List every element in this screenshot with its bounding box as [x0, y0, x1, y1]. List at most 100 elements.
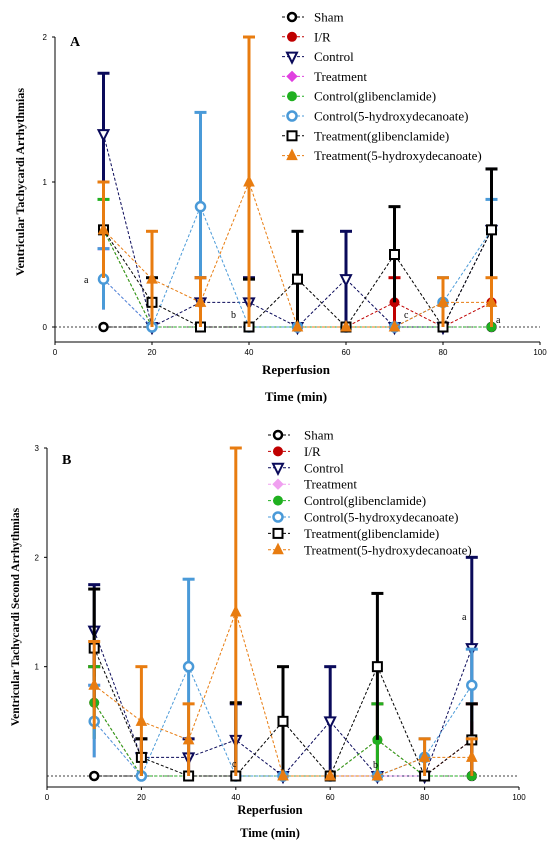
legend-item: Sham: [282, 10, 344, 25]
data-point: [97, 222, 110, 235]
data-point: [340, 319, 352, 332]
legend-label: Control(5-hydroxydecanoate): [314, 109, 469, 124]
y-tick-label: 1: [35, 663, 40, 672]
x-tick-label: 60: [342, 348, 351, 357]
annotation-letter: a: [462, 612, 467, 623]
data-point: [324, 768, 337, 781]
data-point: [146, 272, 158, 284]
x-tick-label: 100: [533, 348, 547, 357]
data-point: [135, 714, 148, 726]
data-point: [229, 604, 242, 617]
data-point: [277, 715, 289, 727]
legend: Sham I/R Control Treatment Control(glibencla…: [282, 10, 482, 163]
panel-label: B: [62, 453, 71, 468]
annotation-letter: c: [404, 310, 409, 321]
data-point: [96, 129, 111, 143]
legend-item: Treatment(glibenclamide): [282, 128, 449, 143]
data-point: [277, 768, 289, 781]
chart-panel-B: 0 20 40 60 80 100 1 2 3 B Ventricular Tachycardi S…: [10, 428, 526, 841]
legend-marker: [286, 148, 298, 161]
legend-marker: [272, 527, 284, 539]
legend-marker: [272, 429, 284, 441]
series-line: [93, 702, 472, 777]
y-tick-label: 3: [35, 444, 40, 453]
legend-item: Control(glibenclamide): [282, 89, 436, 104]
legend-marker: [286, 130, 298, 142]
legend-item: Treatment(5-hydroxydecanoate): [268, 542, 472, 557]
legend-label: I/R: [314, 29, 331, 44]
legend-item: Treatment: [282, 69, 367, 84]
legend-item: I/R: [282, 29, 331, 44]
data-point: [88, 770, 100, 782]
legend-item: Treatment(glibenclamide): [268, 526, 439, 541]
data-point: [182, 660, 195, 673]
data-point: [465, 750, 478, 762]
legend-item: Control(glibenclamide): [268, 493, 426, 508]
annotation-letter: b: [373, 760, 378, 771]
legend-item: Control(5-hydroxydecanoate): [268, 510, 459, 525]
legend-label: Treatment(glibenclamide): [304, 526, 439, 541]
x-tick-label: 0: [53, 348, 58, 357]
data-point: [292, 273, 303, 285]
data-point: [323, 716, 337, 730]
data-point: [243, 174, 255, 187]
legend-label: Control(glibenclamide): [304, 493, 426, 508]
legend-label: Treatment(glibenclamide): [314, 128, 449, 143]
data-point: [371, 661, 383, 673]
legend-label: Treatment: [314, 69, 367, 84]
annotation-letter: a: [496, 315, 501, 326]
legend-label: Sham: [304, 428, 334, 443]
y-tick-label: 2: [43, 33, 48, 42]
data-point: [291, 319, 304, 332]
series-treatment-glibenclamide: [88, 587, 478, 782]
x-axis-title: Reperfusion: [262, 362, 331, 377]
legend-marker: [273, 446, 283, 457]
legend-label: Sham: [314, 10, 344, 25]
x-tick-label: 60: [326, 793, 335, 802]
data-point: [389, 249, 400, 260]
y-tick-label: 0: [43, 323, 48, 332]
annotation-letter: b: [231, 310, 236, 321]
y-tick-label: 2: [35, 553, 40, 562]
y-axis-title: Ventricular Tachycardi Second Arrhythmia…: [10, 507, 22, 726]
legend-label: Treatment(5-hydroxydecanoate): [304, 542, 472, 557]
x-axis-subtitle: Time (min): [240, 826, 300, 840]
legend-label: Control: [304, 460, 344, 475]
data-point: [194, 200, 207, 213]
legend-marker: [286, 11, 298, 23]
x-axis-subtitle: Time (min): [265, 389, 327, 404]
legend-label: Control(glibenclamide): [314, 89, 436, 104]
legend-marker: [286, 110, 298, 122]
legend-marker: [287, 31, 297, 42]
data-point: [485, 295, 498, 307]
series-treatment-5-hydroxydecanoate: [97, 35, 498, 332]
legend-marker: [287, 91, 297, 102]
legend-item: Control(5-hydroxydecanoate): [282, 109, 469, 124]
annotation-letter: a: [84, 275, 89, 286]
y-axis-title: Ventricular Tachycardi Arrhythmias: [13, 88, 27, 276]
legend-item: I/R: [268, 444, 321, 459]
data-point: [194, 295, 207, 307]
series-treatment-5-hydroxydecanoate: [88, 446, 478, 781]
series-line: [93, 647, 473, 777]
x-tick-label: 100: [512, 793, 526, 802]
legend-item: Sham: [268, 428, 334, 443]
x-tick-label: 0: [45, 793, 50, 802]
chart-panel-A: 0 20 40 60 80 100 0 1 2 A Ventricular Tachycardi A…: [13, 10, 547, 405]
legend-label: Treatment(5-hydroxydecanoate): [314, 148, 482, 163]
legend-label: Control: [314, 49, 354, 64]
legend-marker: [273, 495, 283, 506]
legend-item: Treatment: [268, 477, 357, 492]
x-tick-label: 40: [245, 348, 254, 357]
data-point: [388, 319, 401, 332]
series-line: [103, 278, 492, 328]
legend-label: I/R: [304, 444, 321, 459]
x-tick-label: 80: [439, 348, 448, 357]
data-point: [371, 768, 384, 781]
annotation-letter: c: [232, 759, 237, 770]
x-tick-label: 20: [137, 793, 146, 802]
legend-marker: [271, 462, 285, 477]
legend-item: Treatment(5-hydroxydecanoate): [282, 148, 482, 163]
